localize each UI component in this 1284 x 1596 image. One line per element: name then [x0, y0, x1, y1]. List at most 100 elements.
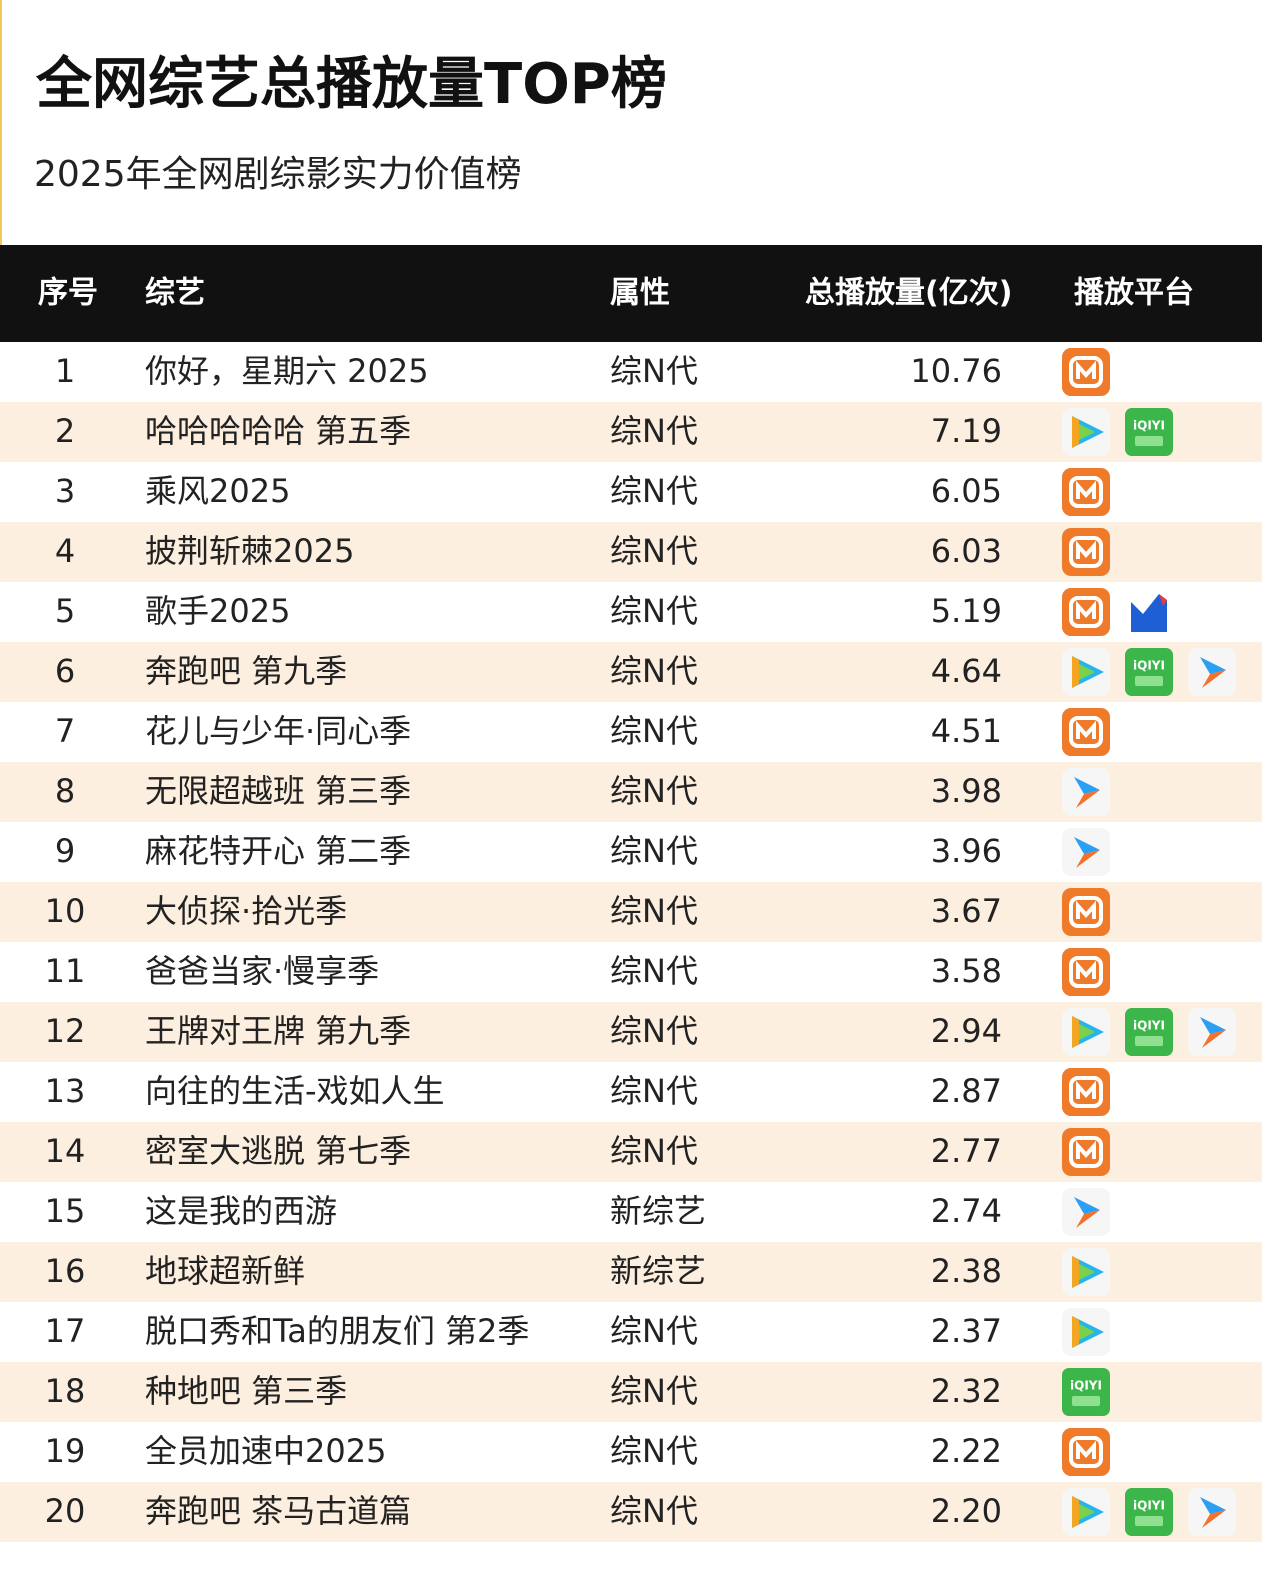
platform-icon — [1062, 648, 1110, 696]
cell: 种地吧 第三季 — [145, 1372, 347, 1410]
cell: 16 — [45, 1252, 86, 1290]
title: 全网综艺总播放量TOP榜 — [35, 52, 667, 117]
cell: 综N代 — [610, 1132, 698, 1170]
icon-arrow-top — [1074, 837, 1100, 854]
icon-label: iQIYI — [1133, 419, 1165, 433]
cell: 9 — [55, 832, 75, 870]
icon-shape — [1131, 594, 1167, 632]
cell: 13 — [45, 1072, 86, 1110]
cell: 3.96 — [931, 832, 1002, 870]
platform-icon: iQIYI — [1062, 1368, 1110, 1416]
icon-m — [1076, 360, 1096, 379]
cell: 披荆斩棘2025 — [145, 532, 354, 570]
column-header: 序号 — [38, 276, 98, 311]
icon-play-edge — [1072, 1256, 1079, 1288]
icon-arrow-bottom — [1076, 790, 1100, 808]
cell: 7.19 — [931, 412, 1002, 450]
cell: 综N代 — [610, 892, 698, 930]
icon-arrow-bottom — [1202, 670, 1226, 688]
row-band — [0, 762, 1262, 822]
icon-play-edge — [1072, 1316, 1079, 1348]
cell: 15 — [45, 1192, 86, 1230]
icon-play-inner — [1077, 663, 1095, 681]
cell: 王牌对王牌 第九季 — [145, 1012, 411, 1050]
cell: 综N代 — [610, 652, 698, 690]
cell: 4.51 — [931, 712, 1002, 750]
icon-play-edge — [1072, 416, 1079, 448]
cell: 6 — [55, 652, 75, 690]
cell: 11 — [45, 952, 86, 990]
platform-icon — [1062, 468, 1110, 516]
platform-icon — [1062, 1308, 1110, 1356]
platform-icon — [1062, 588, 1110, 636]
cell: 综N代 — [610, 472, 698, 510]
cell: 综N代 — [610, 1492, 698, 1530]
row-band — [0, 522, 1262, 582]
icon-play-edge — [1072, 1016, 1079, 1048]
column-header: 总播放量(亿次) — [805, 276, 1012, 311]
row-band — [0, 882, 1262, 942]
cell: 17 — [45, 1312, 86, 1350]
icon-m — [1076, 1080, 1096, 1099]
cell: 奔跑吧 茶马古道篇 — [145, 1492, 411, 1530]
platform-icon — [1062, 408, 1110, 456]
icon-arrow-top — [1200, 1497, 1226, 1514]
cell: 2.32 — [931, 1372, 1002, 1410]
icon-inner — [1069, 536, 1103, 568]
platform-icon — [1188, 1488, 1236, 1536]
column-header: 综艺 — [145, 276, 205, 311]
cell: 8 — [55, 772, 75, 810]
icon-bar — [1135, 1516, 1163, 1526]
row-band — [0, 1122, 1262, 1182]
cell: 新综艺 — [610, 1252, 706, 1290]
icon-play-inner — [1077, 1263, 1095, 1281]
platform-icon: iQIYI — [1125, 648, 1173, 696]
column-header: 播放平台 — [1074, 276, 1194, 311]
cell: 2.22 — [931, 1432, 1002, 1470]
platform-icon — [1062, 1428, 1110, 1476]
cell: 地球超新鲜 — [145, 1252, 305, 1290]
icon-arrow-top — [1200, 1017, 1226, 1034]
platform-icon — [1062, 1128, 1110, 1176]
cell: 3.58 — [931, 952, 1002, 990]
cell: 哈哈哈哈哈 第五季 — [145, 412, 411, 450]
icon-m — [1076, 720, 1096, 739]
cell: 6.05 — [931, 472, 1002, 510]
cell: 你好，星期六 2025 — [145, 352, 429, 390]
cell: 1 — [55, 352, 75, 390]
icon-arrow-bottom — [1076, 850, 1100, 868]
cell: 麻花特开心 第二季 — [145, 832, 411, 870]
icon-label: iQIYI — [1133, 1499, 1165, 1513]
platform-icon — [1188, 648, 1236, 696]
icon-inner — [1069, 1076, 1103, 1108]
cell: 花儿与少年·同心季 — [145, 712, 411, 750]
platform-icon — [1062, 1188, 1110, 1236]
cell: 7 — [55, 712, 75, 750]
cell: 无限超越班 第三季 — [145, 772, 411, 810]
cell: 3 — [55, 472, 75, 510]
cell: 2.38 — [931, 1252, 1002, 1290]
cell: 20 — [45, 1492, 86, 1530]
cell: 综N代 — [610, 1432, 698, 1470]
cell: 4 — [55, 532, 75, 570]
cell: 综N代 — [610, 412, 698, 450]
cell: 5 — [55, 592, 75, 630]
cell: 综N代 — [610, 952, 698, 990]
icon-inner — [1069, 596, 1103, 628]
cell: 这是我的西游 — [145, 1192, 337, 1230]
icon-arrow-top — [1200, 657, 1226, 674]
cell: 奔跑吧 第九季 — [145, 652, 347, 690]
cell: 18 — [45, 1372, 86, 1410]
cell: 脱口秀和Ta的朋友们 第2季 — [145, 1312, 529, 1350]
cell: 3.98 — [931, 772, 1002, 810]
icon-m — [1076, 1440, 1096, 1459]
row-band — [0, 1482, 1262, 1542]
cell: 3.67 — [931, 892, 1002, 930]
platform-icon — [1062, 948, 1110, 996]
icon-label: iQIYI — [1070, 1379, 1102, 1393]
platform-icon — [1125, 588, 1173, 636]
icon-play-edge — [1072, 656, 1079, 688]
icon-inner — [1069, 896, 1103, 928]
icon-inner — [1069, 716, 1103, 748]
